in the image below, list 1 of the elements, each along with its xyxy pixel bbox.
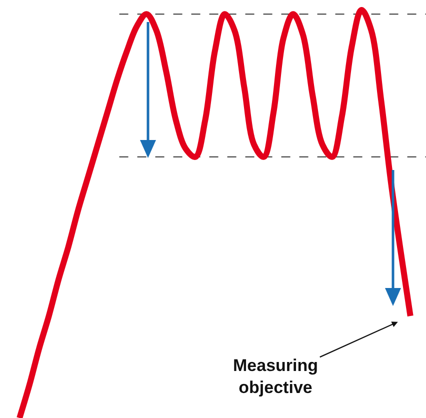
annotation: Measuring objective	[233, 356, 318, 398]
